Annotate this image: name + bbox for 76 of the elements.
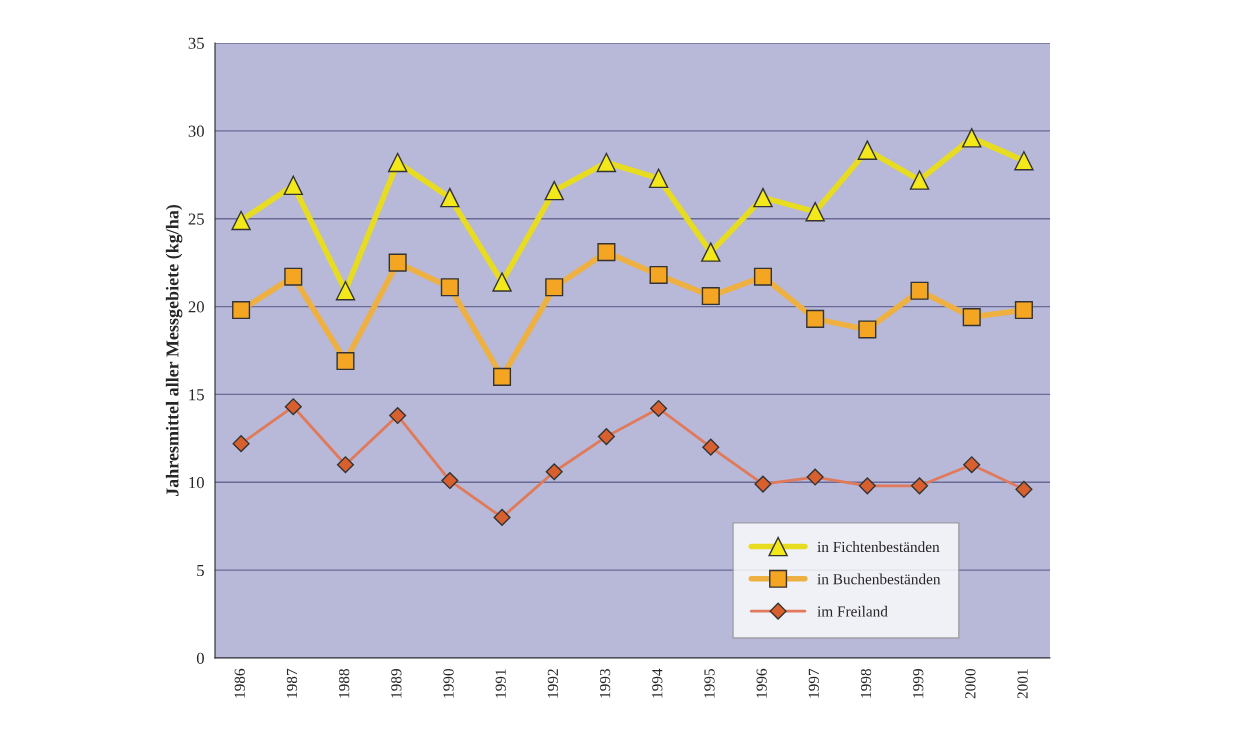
point xyxy=(387,152,408,173)
point xyxy=(1015,480,1033,498)
point xyxy=(283,175,304,196)
point xyxy=(753,267,772,286)
point xyxy=(857,140,878,160)
y-tick-label: 0 xyxy=(196,652,204,664)
point xyxy=(232,435,250,453)
point xyxy=(284,398,302,416)
point xyxy=(701,242,721,262)
point xyxy=(650,399,668,418)
point xyxy=(806,468,824,486)
x-tick-label: 1990 xyxy=(443,669,454,698)
point xyxy=(858,320,877,339)
point xyxy=(858,477,876,495)
point xyxy=(962,308,981,327)
y-tick-label: 25 xyxy=(188,213,204,225)
point xyxy=(805,201,825,222)
point xyxy=(701,287,720,306)
point xyxy=(440,278,459,297)
legend-label: in Buchenbeständen xyxy=(817,573,941,585)
point xyxy=(961,128,982,148)
x-tick-label: 1991 xyxy=(495,669,506,698)
point xyxy=(389,406,407,425)
point xyxy=(441,471,459,490)
point xyxy=(597,243,616,262)
point xyxy=(1014,301,1033,320)
point xyxy=(963,456,981,474)
y-tick-label: 30 xyxy=(188,125,204,137)
x-tick-label: 2000 xyxy=(965,669,976,699)
point xyxy=(231,210,251,231)
y-tick-label: 35 xyxy=(188,37,204,49)
point xyxy=(492,272,512,292)
point xyxy=(493,367,512,386)
legend-label: in Fichtenbeständen xyxy=(817,541,940,553)
point xyxy=(336,352,355,371)
point xyxy=(754,475,772,493)
x-tick-label: 1987 xyxy=(286,668,298,698)
y-tick-label: 15 xyxy=(189,389,204,401)
x-tick-label: 1989 xyxy=(391,669,402,698)
point xyxy=(753,187,773,208)
x-tick-label: 1986 xyxy=(234,668,245,698)
point xyxy=(910,477,929,495)
point xyxy=(284,267,303,286)
x-tick-label: 1988 xyxy=(338,669,350,698)
y-tick-label: 5 xyxy=(197,565,204,577)
point xyxy=(336,456,355,474)
point xyxy=(597,428,615,446)
point xyxy=(493,508,511,526)
x-tick-label: 1992 xyxy=(547,669,559,698)
x-tick-label: 2001 xyxy=(1017,669,1028,699)
y-axis-title: Jahresmittel aller Messgebiete (kg/ha) xyxy=(165,204,183,497)
point xyxy=(702,438,720,456)
point xyxy=(909,170,930,190)
y-tick-label: 20 xyxy=(188,301,204,313)
point xyxy=(545,278,564,297)
x-tick-label: 1998 xyxy=(860,669,872,698)
point xyxy=(335,281,356,301)
x-tick-label: 1997 xyxy=(808,668,819,698)
x-tick-label: 1994 xyxy=(652,668,663,698)
legend-label: im Freiland xyxy=(817,605,888,617)
point xyxy=(544,180,564,201)
point xyxy=(440,187,460,208)
point xyxy=(596,152,617,173)
point xyxy=(388,253,407,272)
y-tick-label: 10 xyxy=(189,476,204,489)
point xyxy=(545,463,563,481)
x-tick-label: 1999 xyxy=(913,669,924,698)
point xyxy=(910,281,929,300)
x-tick-label: 1993 xyxy=(599,669,611,698)
x-tick-label: 1995 xyxy=(704,669,715,698)
x-tick-label: 1996 xyxy=(756,668,767,698)
point xyxy=(232,301,251,320)
point xyxy=(806,309,825,328)
point xyxy=(649,265,668,284)
point xyxy=(648,168,669,189)
point xyxy=(1014,151,1034,171)
